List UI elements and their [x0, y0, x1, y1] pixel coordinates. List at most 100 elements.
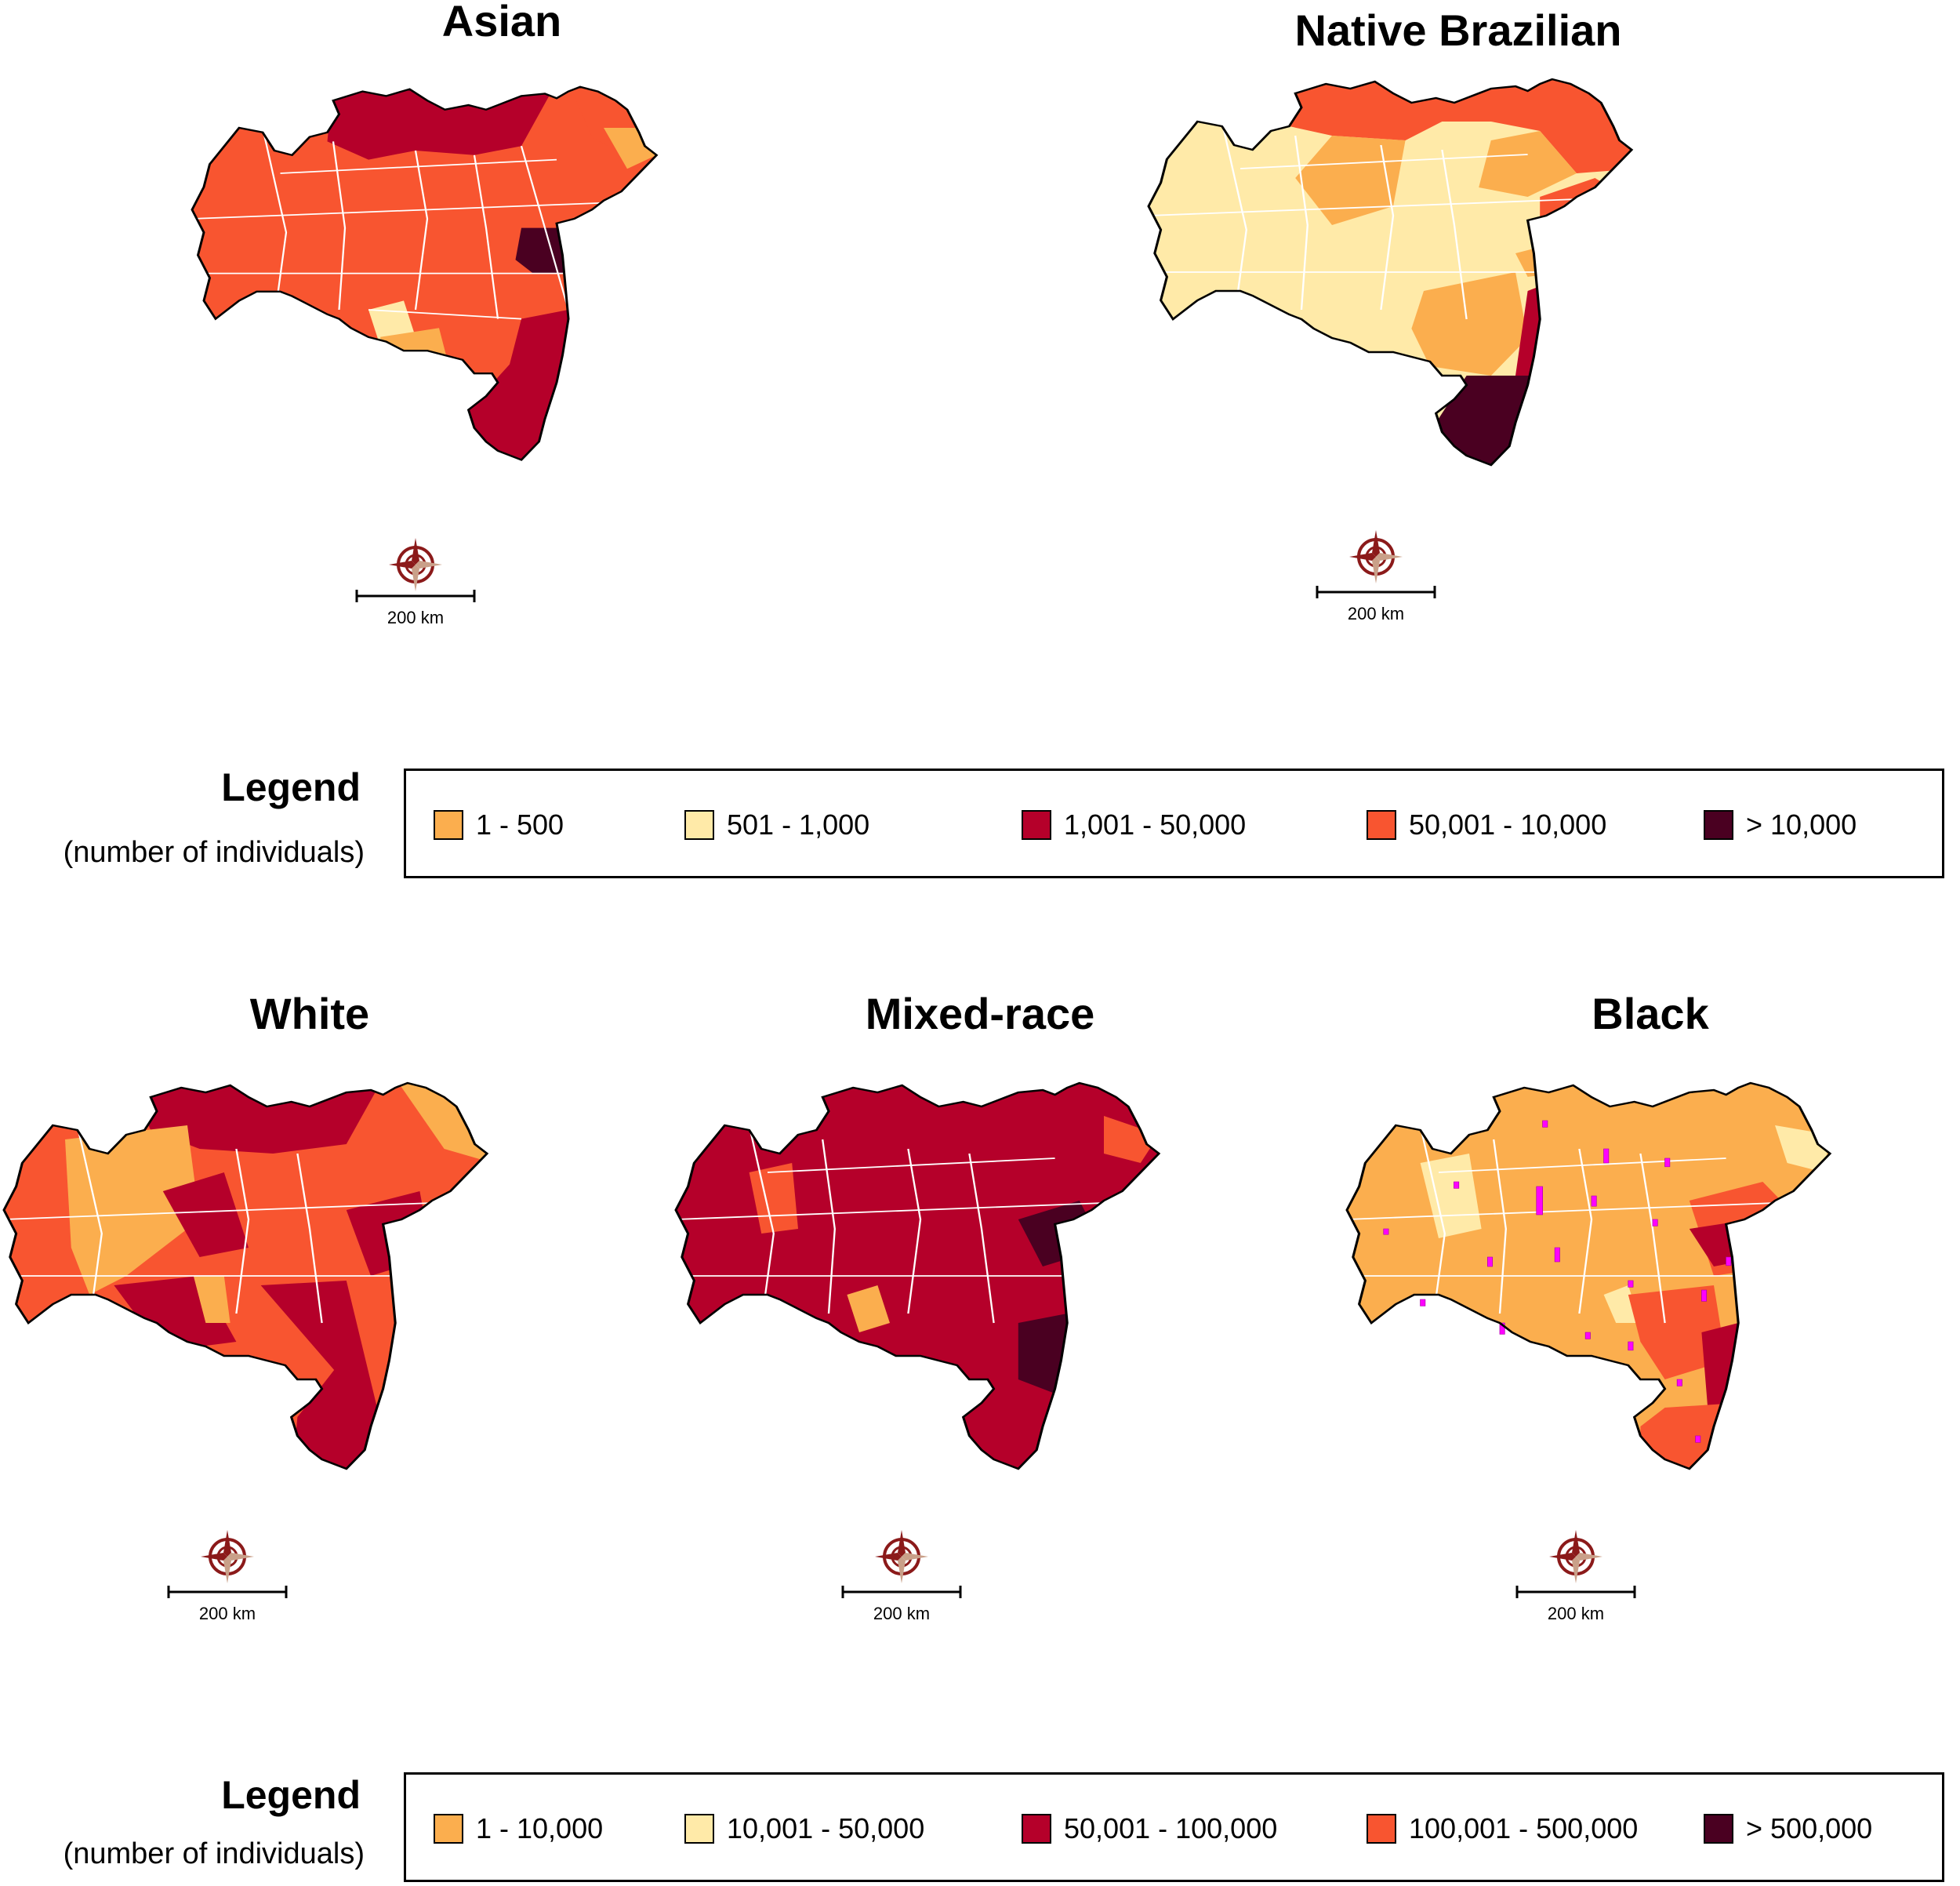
region-tip-orange [1640, 1403, 1744, 1470]
region-north [1289, 79, 1632, 174]
scalebar-black [1515, 1584, 1636, 1600]
map-title-native-brazilian: Native Brazilian [1294, 5, 1622, 55]
population-markers [1383, 1120, 1732, 1443]
scalebar-white [167, 1584, 288, 1600]
scale-label-mixed: 200 km [873, 1604, 930, 1623]
marker [1584, 1332, 1591, 1339]
region-west-pale [1420, 1154, 1482, 1238]
legend-item-top-2: 501 - 1,000 [684, 809, 869, 841]
marker [1591, 1195, 1597, 1207]
marker [1487, 1256, 1494, 1267]
scale-label-white: 200 km [199, 1604, 256, 1623]
legend-item-bottom-3: 50,001 - 100,000 [1022, 1812, 1277, 1845]
legend-label: 501 - 1,000 [727, 809, 870, 841]
marker [1554, 1247, 1560, 1263]
region-south-orange [1628, 1285, 1726, 1379]
map-white [2, 1081, 488, 1470]
legend-item-bottom-1: 1 - 10,000 [434, 1812, 603, 1845]
legend-label: 50,001 - 100,000 [1064, 1812, 1278, 1844]
legend-item-top-1: 1 - 500 [434, 809, 564, 841]
compass-icon-native [1348, 529, 1404, 585]
legend-subtitle-top: (number of individuals) [63, 836, 365, 869]
legend-swatch [684, 810, 714, 840]
map-title-white: White [249, 989, 370, 1038]
legend-item-bottom-5: > 500,000 [1704, 1812, 1872, 1845]
marker [1726, 1256, 1732, 1266]
region-south-light [1411, 272, 1528, 376]
map-title-mixed-race: Mixed-race [865, 989, 1095, 1038]
compass-icon-black [1548, 1528, 1604, 1585]
legend-label: 10,001 - 50,000 [727, 1812, 925, 1844]
legend-swatch [1022, 810, 1051, 840]
marker [1676, 1379, 1682, 1386]
region-nw-light [1295, 136, 1406, 225]
region-coast-small [1588, 206, 1632, 253]
region-small-light [193, 1276, 230, 1323]
region-coast-east [568, 205, 657, 292]
marker [1536, 1186, 1543, 1216]
marker [1499, 1322, 1505, 1335]
map-title-asian: Asian [441, 0, 562, 45]
map-asian [191, 85, 658, 461]
map-title-black: Black [1592, 989, 1709, 1038]
marker [1652, 1219, 1658, 1226]
marker [1383, 1228, 1389, 1235]
marker [1664, 1157, 1671, 1168]
legend-item-top-4: 50,001 - 10,000 [1367, 809, 1606, 841]
legend-swatch [684, 1814, 714, 1844]
region-small-light [847, 1285, 890, 1332]
marker [1628, 1280, 1634, 1288]
region-south-dark [1018, 1314, 1068, 1398]
legend-box-top: 1 - 500 501 - 1,000 1,001 - 50,000 50,00… [404, 769, 1944, 878]
legend-item-bottom-2: 10,001 - 50,000 [684, 1812, 924, 1845]
map-native-brazilian [1147, 78, 1633, 467]
marker [1603, 1148, 1610, 1164]
legend-item-top-5: > 10,000 [1704, 809, 1857, 841]
map-black [1345, 1081, 1831, 1470]
legend-swatch [1367, 810, 1396, 840]
region-south-red [1701, 1323, 1739, 1408]
scalebar-asian [355, 588, 476, 604]
region-south-dark [1429, 376, 1565, 466]
map-mixed-race [674, 1081, 1160, 1470]
legend-subtitle-bottom: (number of individuals) [63, 1837, 365, 1870]
legend-label: > 500,000 [1746, 1812, 1873, 1844]
legend-label: 50,001 - 10,000 [1409, 809, 1607, 841]
region-center-red [162, 1172, 249, 1257]
legend-swatch [1367, 1814, 1396, 1844]
legend-swatch [1704, 1814, 1733, 1844]
legend-swatch [434, 810, 463, 840]
region-dark-center [515, 227, 575, 274]
legend-label: 100,001 - 500,000 [1409, 1812, 1639, 1844]
legend-title-top: Legend [221, 765, 361, 809]
marker [1695, 1435, 1701, 1443]
scale-label-black: 200 km [1548, 1604, 1604, 1623]
region-coast-dark [1104, 1219, 1160, 1285]
region-coast-dark [580, 219, 657, 283]
region-coast-orange [1128, 1201, 1160, 1229]
legend-item-top-3: 1,001 - 50,000 [1022, 809, 1246, 841]
legend-title-bottom: Legend [221, 1773, 361, 1817]
marker [1454, 1181, 1460, 1189]
scalebar-native [1316, 584, 1436, 600]
marker [1628, 1341, 1634, 1351]
legend-box-bottom: 1 - 10,000 10,001 - 50,000 50,001 - 100,… [404, 1772, 1944, 1882]
compass-icon-white [199, 1528, 256, 1585]
region-ne-light [1479, 131, 1577, 197]
scale-label-native: 200 km [1348, 604, 1404, 623]
legend-swatch [1704, 810, 1733, 840]
legend-item-bottom-4: 100,001 - 500,000 [1367, 1812, 1638, 1845]
marker [1701, 1289, 1708, 1302]
region-coast-dark [432, 1219, 488, 1285]
marker [1420, 1299, 1426, 1306]
legend-swatch [1022, 1814, 1051, 1844]
region-south-light [380, 328, 451, 383]
legend-label: 1 - 500 [476, 809, 564, 841]
legend-label: 1 - 10,000 [476, 1812, 604, 1844]
region-coast-dark [1738, 1219, 1831, 1285]
scalebar-mixed [841, 1584, 962, 1600]
region-ne-orange [1104, 1116, 1160, 1163]
compass-icon-asian [387, 536, 444, 593]
legend-label: > 10,000 [1746, 809, 1857, 841]
